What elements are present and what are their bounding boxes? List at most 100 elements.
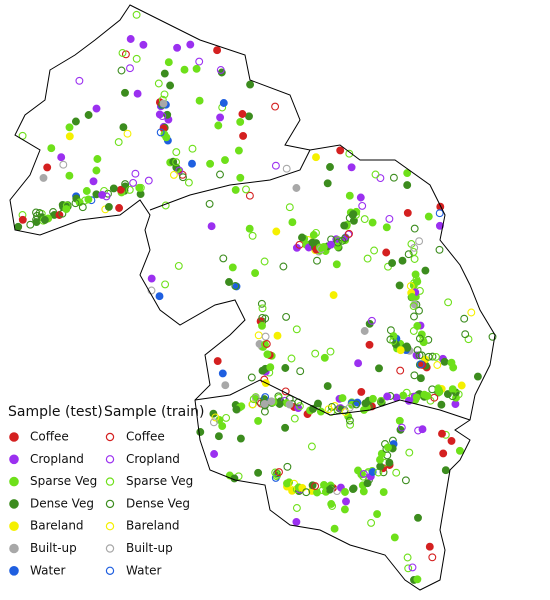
sample-point — [461, 330, 470, 339]
sample-point — [139, 40, 148, 49]
sample-point — [131, 169, 140, 178]
sample-point — [410, 312, 418, 321]
sample-point — [257, 299, 266, 308]
sample-point — [239, 131, 248, 140]
sample-point — [327, 500, 336, 508]
sample-point — [345, 403, 354, 412]
sample-point — [320, 353, 329, 362]
sample-point — [210, 450, 219, 458]
sample-point — [35, 209, 44, 217]
legend: Sample (test) Coffee Cropland Sparse Veg Den… — [8, 404, 204, 577]
sample-point — [395, 416, 404, 425]
sample-point — [413, 346, 422, 355]
sample-point — [254, 416, 263, 425]
sample-point — [292, 325, 301, 334]
sample-point — [258, 366, 267, 375]
sample-point — [365, 340, 374, 349]
sample-point — [408, 293, 417, 301]
sample-point — [361, 399, 370, 408]
sample-point — [313, 488, 321, 497]
sample-point — [266, 363, 275, 372]
sample-point — [214, 121, 223, 130]
legend-symbol — [9, 521, 19, 531]
sample-point — [164, 58, 173, 67]
legend-label: Cropland — [30, 452, 84, 466]
sample-point — [211, 413, 220, 422]
sample-point — [238, 110, 247, 118]
sample-point — [360, 405, 368, 414]
sample-point — [357, 387, 366, 396]
sample-point — [367, 316, 376, 325]
sample-point — [195, 57, 204, 66]
sample-point — [65, 171, 74, 180]
sample-point — [71, 199, 80, 208]
sample-point — [416, 360, 425, 369]
sample-point — [248, 400, 257, 409]
sample-point — [418, 425, 427, 434]
sample-point — [236, 117, 245, 126]
sample-point — [205, 199, 214, 208]
legend-symbol — [9, 432, 19, 442]
sample-point — [172, 158, 181, 167]
sample-point — [287, 354, 296, 363]
sample-point — [282, 312, 291, 321]
sample-point — [126, 35, 135, 43]
legend-title: Sample (test) — [8, 404, 103, 420]
sample-point — [359, 469, 368, 478]
sample-point — [206, 159, 215, 168]
sample-point — [360, 215, 369, 224]
sample-point — [78, 203, 87, 212]
legend-label: Built-up — [126, 541, 173, 555]
sample-point — [65, 123, 74, 132]
sample-point — [403, 208, 412, 217]
sample-point — [59, 160, 68, 169]
sample-point — [359, 472, 368, 481]
sample-point — [370, 246, 379, 255]
sample-point — [389, 173, 398, 182]
sample-point — [275, 468, 283, 477]
sample-point — [98, 190, 107, 199]
legend-label: Coffee — [30, 430, 69, 444]
sample-point — [410, 255, 419, 263]
sample-point — [75, 76, 84, 85]
sample-point — [242, 185, 250, 194]
sample-point — [231, 282, 240, 290]
sample-point — [271, 161, 280, 170]
sample-point — [246, 80, 255, 89]
sample-point — [341, 408, 350, 417]
sample-point — [263, 350, 272, 359]
sample-point — [156, 128, 165, 137]
sample-point — [410, 224, 419, 233]
sample-point — [414, 513, 422, 522]
legend-symbol — [9, 499, 19, 509]
sample-point — [195, 96, 204, 105]
sample-point — [296, 367, 305, 376]
sample-point — [460, 314, 469, 323]
sample-point — [209, 418, 218, 427]
sample-point — [385, 214, 394, 223]
sample-point — [371, 170, 380, 179]
sample-point — [323, 382, 332, 391]
sample-point — [451, 400, 460, 409]
sample-point — [396, 366, 405, 375]
sample-point — [92, 104, 101, 113]
sample-point — [360, 327, 369, 335]
sample-point — [298, 483, 307, 492]
sample-point — [464, 335, 473, 344]
sample-point — [311, 482, 320, 491]
sample-point — [345, 149, 354, 158]
sample-points — [14, 10, 497, 584]
sample-point — [425, 542, 434, 551]
sample-point — [345, 191, 354, 200]
legend-label: Bareland — [30, 519, 84, 533]
sample-point — [114, 138, 123, 147]
sample-point — [119, 123, 128, 132]
sample-point — [424, 212, 433, 221]
sample-point — [384, 443, 392, 452]
sample-point — [186, 40, 195, 49]
sample-point — [324, 405, 333, 414]
sample-point — [288, 218, 297, 227]
sample-point — [312, 228, 320, 237]
sample-point — [379, 488, 388, 497]
sample-point — [308, 238, 317, 247]
